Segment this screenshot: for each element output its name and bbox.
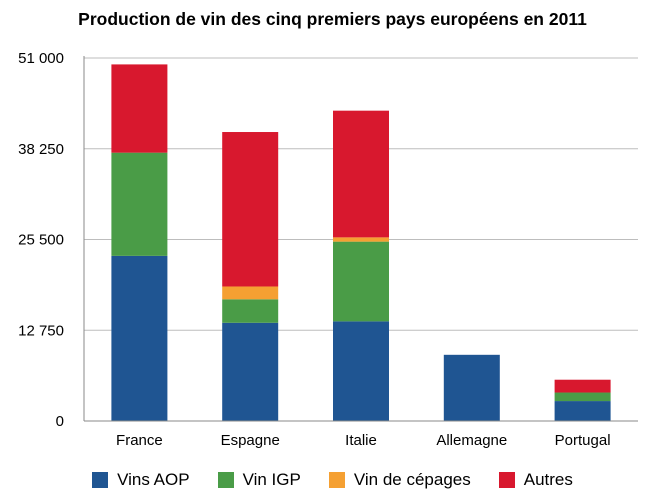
bar-segment (111, 64, 168, 153)
chart-title: Production de vin des cinq premiers pays… (78, 9, 587, 29)
bar-segment (443, 354, 500, 421)
bar-segment (333, 321, 389, 421)
bar-segment (222, 132, 279, 287)
bar-segment (222, 299, 279, 323)
legend-item: Vin IGP (217, 470, 301, 490)
bar-segment (554, 401, 611, 421)
stacked-bar-chart: 0 12 750 25 500 38 250 51 000 France Espagne I… (18, 50, 638, 449)
bar-segment (554, 379, 611, 393)
x-tick-label: Espagne (221, 432, 280, 449)
bar-segment (222, 286, 279, 300)
y-tick-label: 25 500 (18, 232, 64, 249)
y-tick-label: 0 (56, 413, 64, 430)
legend-swatch (217, 472, 234, 488)
legend-label: Vin de cépages (353, 470, 471, 489)
bar-segment (111, 255, 168, 421)
y-tick-label: 12 750 (18, 322, 64, 339)
bar-segment (222, 322, 279, 421)
legend-swatch (328, 472, 345, 488)
x-tick-label: Portugal (555, 432, 611, 449)
bars (111, 64, 611, 421)
y-tick-label: 51 000 (18, 50, 64, 67)
bar-segment (111, 152, 168, 256)
legend-item: Vin de cépages (328, 470, 471, 490)
bar-segment (554, 392, 611, 402)
legend-item: Vins AOP (92, 470, 190, 490)
bar-segment (333, 241, 389, 322)
x-tick-label: France (116, 432, 163, 449)
legend-swatch (498, 472, 515, 488)
bar-segment (333, 237, 389, 242)
x-tick-label: Allemagne (436, 432, 507, 449)
legend-label: Autres (523, 470, 573, 489)
x-tick-label: Italie (345, 432, 377, 449)
legend-item: Autres (498, 470, 573, 490)
legend-label: Vin IGP (242, 470, 301, 489)
legend-swatch (92, 472, 109, 488)
legend: Vins AOP Vin IGP Vin de cépages Autres (0, 470, 665, 490)
y-axis: 0 12 750 25 500 38 250 51 000 (18, 50, 85, 430)
x-axis: France Espagne Italie Allemagne Portugal (84, 420, 638, 449)
bar-segment (333, 110, 389, 238)
legend-label: Vins AOP (117, 470, 190, 489)
y-tick-label: 38 250 (18, 141, 64, 158)
